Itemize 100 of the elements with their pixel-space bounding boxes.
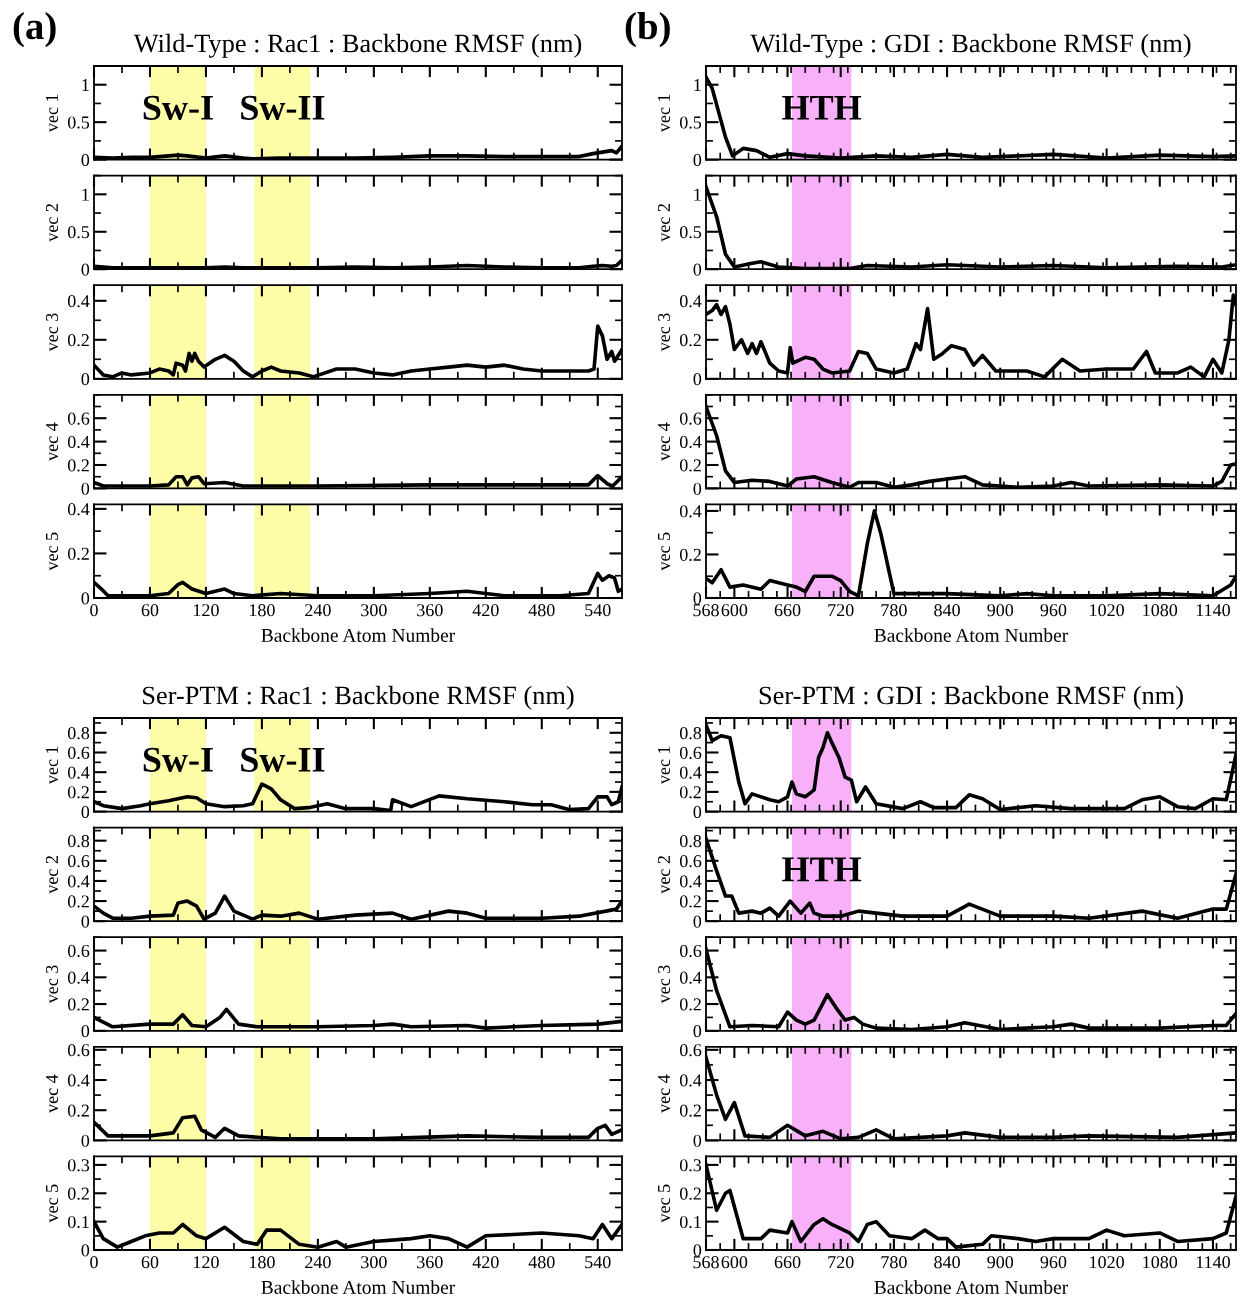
y-tick-label: 0.1 — [67, 1215, 89, 1229]
y-tick-label: 0.6 — [67, 944, 90, 958]
y-tick-label: 0.4 — [679, 971, 702, 984]
y-tick-label: 0.6 — [679, 855, 702, 868]
x-tick-label: 1020 — [1090, 604, 1124, 617]
y-tick-label: 0.8 — [67, 727, 90, 740]
y-tick-label: 0.8 — [679, 834, 702, 848]
x-axis-title: Backbone Atom Number — [874, 1280, 1069, 1294]
y-tick-label: 0.6 — [67, 412, 90, 425]
x-tick-label: 720 — [828, 1256, 854, 1269]
x-tick-label: 660 — [774, 1256, 801, 1269]
x-tick-label: 0 — [90, 604, 98, 617]
y-tick-label: 0 — [81, 373, 90, 386]
y-axis-title: vec 1 — [657, 746, 671, 785]
y-tick-label: 0.5 — [67, 116, 90, 129]
y-tick-label: 0 — [81, 915, 90, 928]
y-tick-label: 0 — [81, 1134, 90, 1147]
y-tick-label: 0 — [81, 805, 90, 819]
y-tick-label: 1 — [82, 188, 89, 201]
y-tick-label: 0.4 — [679, 295, 702, 308]
annotation: Sw-I — [143, 95, 213, 120]
x-tick-label: 540 — [585, 1256, 611, 1269]
x-tick-label: 1140 — [1196, 604, 1230, 617]
y-tick-label: 0.6 — [679, 746, 702, 760]
x-tick-label: 120 — [193, 604, 219, 617]
x-tick-label: 900 — [987, 604, 1014, 617]
y-tick-label: 0.4 — [67, 1074, 90, 1087]
y-tick-label: 0.2 — [67, 895, 89, 908]
y-tick-label: 0.2 — [679, 786, 701, 799]
y-tick-label: 0.4 — [679, 766, 702, 779]
x-tick-label: 300 — [361, 604, 387, 617]
y-axis-title: vec 3 — [45, 965, 59, 1004]
y-axis-title: vec 5 — [658, 1184, 671, 1223]
y-tick-label: 0.4 — [679, 1074, 702, 1087]
y-tick-label: 0 — [81, 263, 90, 276]
y-tick-label: 0.2 — [679, 548, 701, 561]
y-axis-title: vec 4 — [45, 1074, 59, 1113]
annotation: Sw-I — [143, 747, 213, 772]
x-tick-label: 1080 — [1143, 604, 1178, 617]
y-tick-label: 0.4 — [67, 875, 90, 888]
y-axis-title: vec 3 — [657, 313, 671, 352]
y-tick-label: 0.6 — [67, 1044, 90, 1057]
y-tick-label: 0 — [693, 482, 702, 495]
x-axis-title: Backbone Atom Number — [261, 628, 456, 642]
x-tick-label: 180 — [249, 1256, 275, 1269]
y-tick-label: 0 — [693, 263, 702, 276]
x-tick-label: 568 — [693, 1256, 719, 1269]
y-tick-label: 0.4 — [679, 435, 702, 449]
x-tick-label: 360 — [417, 1256, 443, 1269]
y-tick-label: 0.4 — [67, 435, 90, 449]
y-axis-title: vec 2 — [657, 204, 671, 242]
annotation: Sw-II — [241, 747, 325, 772]
y-axis-title: vec 5 — [46, 1184, 59, 1223]
x-tick-label: 1140 — [1196, 1256, 1230, 1269]
y-tick-label: 0 — [693, 1134, 702, 1147]
x-tick-label: 480 — [528, 604, 555, 617]
y-axis-title: vec 5 — [658, 532, 671, 571]
chart-title: Wild-Type : GDI : Backbone RMSF (nm) — [750, 33, 1191, 58]
x-tick-label: 720 — [828, 604, 854, 617]
y-tick-label: 0 — [693, 373, 702, 386]
x-tick-label: 960 — [1040, 1256, 1067, 1269]
y-tick-label: 0.2 — [679, 1187, 701, 1200]
text: (b) — [625, 12, 670, 48]
x-tick-label: 568 — [693, 604, 719, 617]
x-tick-label: 660 — [774, 604, 801, 617]
y-tick-label: 0.2 — [679, 1104, 701, 1117]
x-tick-label: 900 — [987, 1256, 1014, 1269]
x-tick-label: 360 — [417, 604, 443, 617]
y-tick-label: 0.6 — [67, 746, 90, 760]
y-tick-label: 0.4 — [67, 766, 90, 779]
y-tick-label: 0 — [81, 1025, 90, 1038]
y-tick-label: 0.2 — [67, 547, 89, 560]
x-axis-title: Backbone Atom Number — [261, 1280, 456, 1294]
x-tick-label: 240 — [305, 1256, 331, 1269]
x-tick-label: 0 — [90, 1256, 98, 1269]
x-tick-label: 1080 — [1143, 1256, 1178, 1269]
y-axis-title: vec 2 — [45, 856, 59, 894]
x-tick-label: 240 — [305, 604, 331, 617]
y-tick-label: 0 — [693, 805, 702, 819]
y-tick-label: 0.2 — [679, 998, 701, 1011]
y-tick-label: 1 — [694, 79, 701, 91]
x-tick-label: 840 — [934, 1256, 960, 1269]
y-tick-label: 0 — [693, 915, 702, 928]
y-tick-label: 0.4 — [679, 875, 702, 888]
y-axis-title: vec 3 — [45, 313, 59, 352]
text: (a) — [13, 12, 56, 48]
y-tick-label: 0.4 — [67, 503, 90, 516]
y-axis-title: vec 4 — [45, 422, 59, 461]
x-tick-label: 420 — [472, 1256, 499, 1269]
y-tick-label: 0.4 — [67, 295, 90, 308]
y-tick-label: 1 — [82, 79, 89, 91]
y-axis-title: vec 5 — [46, 532, 59, 571]
y-tick-label: 0.2 — [679, 895, 701, 908]
y-tick-label: 0.6 — [679, 412, 702, 425]
y-tick-label: 0.6 — [679, 1044, 702, 1057]
x-tick-label: 600 — [721, 604, 748, 617]
y-tick-label: 0.4 — [67, 971, 90, 984]
y-axis-title: vec 1 — [45, 746, 59, 785]
x-tick-label: 120 — [193, 1256, 219, 1269]
y-tick-label: 0 — [81, 592, 90, 605]
